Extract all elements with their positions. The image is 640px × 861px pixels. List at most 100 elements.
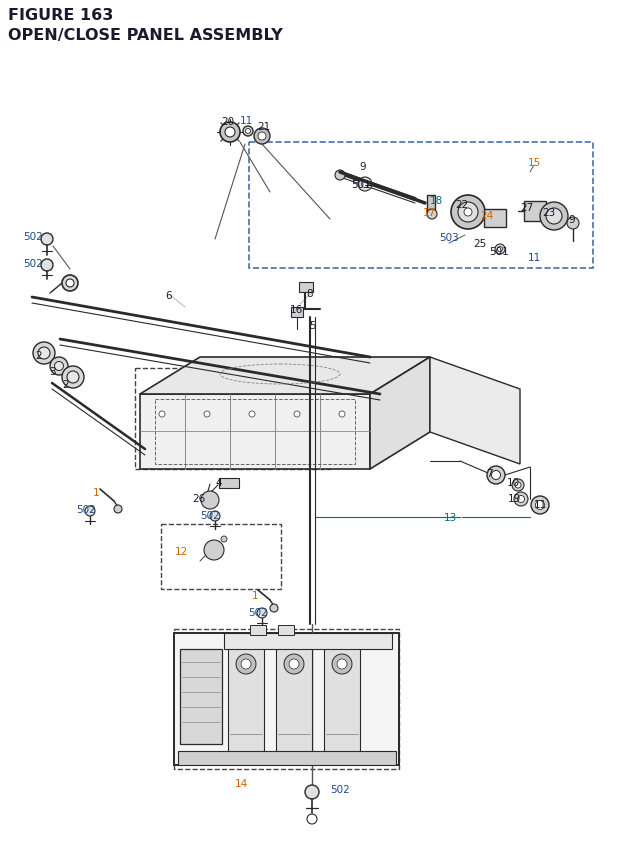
Circle shape	[289, 660, 299, 669]
Text: 502: 502	[248, 607, 268, 617]
Text: 17: 17	[422, 208, 436, 218]
Text: 502: 502	[23, 232, 43, 242]
Circle shape	[332, 654, 352, 674]
Text: FIGURE 163: FIGURE 163	[8, 8, 113, 23]
Text: 1: 1	[252, 591, 259, 600]
Text: 21: 21	[257, 122, 271, 132]
Text: 18: 18	[429, 195, 443, 206]
Text: 27: 27	[520, 202, 534, 213]
Circle shape	[33, 343, 55, 364]
Bar	[224, 633, 392, 649]
Bar	[276, 647, 312, 753]
Bar	[219, 479, 239, 488]
Text: 15: 15	[527, 158, 541, 168]
Text: 503: 503	[439, 232, 459, 243]
Text: OPEN/CLOSE PANEL ASSEMBLY: OPEN/CLOSE PANEL ASSEMBLY	[8, 28, 283, 43]
Text: 16: 16	[289, 305, 303, 314]
Polygon shape	[140, 394, 370, 469]
Bar	[161, 524, 281, 589]
Bar	[228, 647, 264, 753]
Bar	[278, 625, 294, 635]
Circle shape	[270, 604, 278, 612]
Circle shape	[515, 482, 521, 488]
Circle shape	[536, 501, 545, 510]
Circle shape	[241, 660, 251, 669]
Circle shape	[201, 492, 219, 510]
Circle shape	[41, 233, 53, 245]
Circle shape	[114, 505, 122, 513]
Text: 25: 25	[474, 238, 486, 249]
Text: 4: 4	[216, 478, 222, 487]
Text: 3: 3	[49, 367, 55, 376]
Text: 2: 2	[36, 350, 42, 361]
Text: 1: 1	[93, 487, 99, 498]
Bar	[174, 633, 399, 765]
Circle shape	[337, 660, 347, 669]
Circle shape	[62, 367, 84, 388]
Bar	[524, 201, 546, 222]
Circle shape	[204, 412, 210, 418]
Text: 2: 2	[63, 380, 69, 389]
Circle shape	[249, 412, 255, 418]
Circle shape	[62, 276, 78, 292]
Circle shape	[159, 412, 165, 418]
Polygon shape	[140, 357, 430, 394]
Circle shape	[284, 654, 304, 674]
Circle shape	[254, 129, 270, 145]
Text: 10: 10	[506, 478, 520, 487]
Text: 22: 22	[456, 200, 468, 210]
Circle shape	[497, 247, 502, 252]
Text: 14: 14	[234, 778, 248, 788]
Text: 19: 19	[508, 493, 520, 504]
Bar	[135, 369, 330, 469]
Text: 501: 501	[489, 247, 509, 257]
Bar	[174, 629, 399, 769]
Circle shape	[518, 496, 525, 503]
Text: 8: 8	[307, 288, 314, 299]
Circle shape	[220, 123, 240, 143]
Circle shape	[85, 506, 95, 517]
Text: 5: 5	[308, 320, 316, 331]
Text: 23: 23	[542, 208, 556, 218]
Text: 6: 6	[166, 291, 172, 300]
Circle shape	[204, 541, 224, 561]
Polygon shape	[370, 357, 430, 469]
Circle shape	[258, 133, 266, 141]
Circle shape	[339, 412, 345, 418]
Bar	[178, 751, 396, 765]
Circle shape	[492, 471, 500, 480]
Polygon shape	[430, 357, 520, 464]
Text: 502: 502	[330, 784, 350, 794]
Circle shape	[458, 202, 478, 223]
Circle shape	[514, 492, 528, 506]
Circle shape	[540, 202, 568, 231]
Circle shape	[50, 357, 68, 375]
Text: 11: 11	[527, 253, 541, 263]
Text: 9: 9	[360, 162, 366, 172]
Circle shape	[362, 182, 369, 189]
Circle shape	[546, 208, 562, 225]
Bar	[484, 210, 506, 228]
Text: 7: 7	[486, 468, 492, 479]
Bar	[155, 400, 355, 464]
Circle shape	[495, 245, 505, 255]
Circle shape	[307, 814, 317, 824]
Circle shape	[427, 210, 437, 220]
Circle shape	[294, 412, 300, 418]
Circle shape	[66, 280, 74, 288]
Circle shape	[236, 654, 256, 674]
Text: 502: 502	[76, 505, 96, 514]
Circle shape	[358, 177, 372, 192]
Bar	[427, 195, 435, 214]
Circle shape	[257, 608, 267, 618]
Circle shape	[305, 785, 319, 799]
Circle shape	[567, 218, 579, 230]
Circle shape	[210, 511, 220, 522]
Text: 26: 26	[193, 493, 205, 504]
Text: 24: 24	[481, 211, 493, 220]
Text: 9: 9	[569, 214, 575, 225]
Text: 20: 20	[221, 117, 235, 127]
Circle shape	[67, 372, 79, 383]
Circle shape	[531, 497, 549, 514]
Text: 12: 12	[174, 547, 188, 556]
